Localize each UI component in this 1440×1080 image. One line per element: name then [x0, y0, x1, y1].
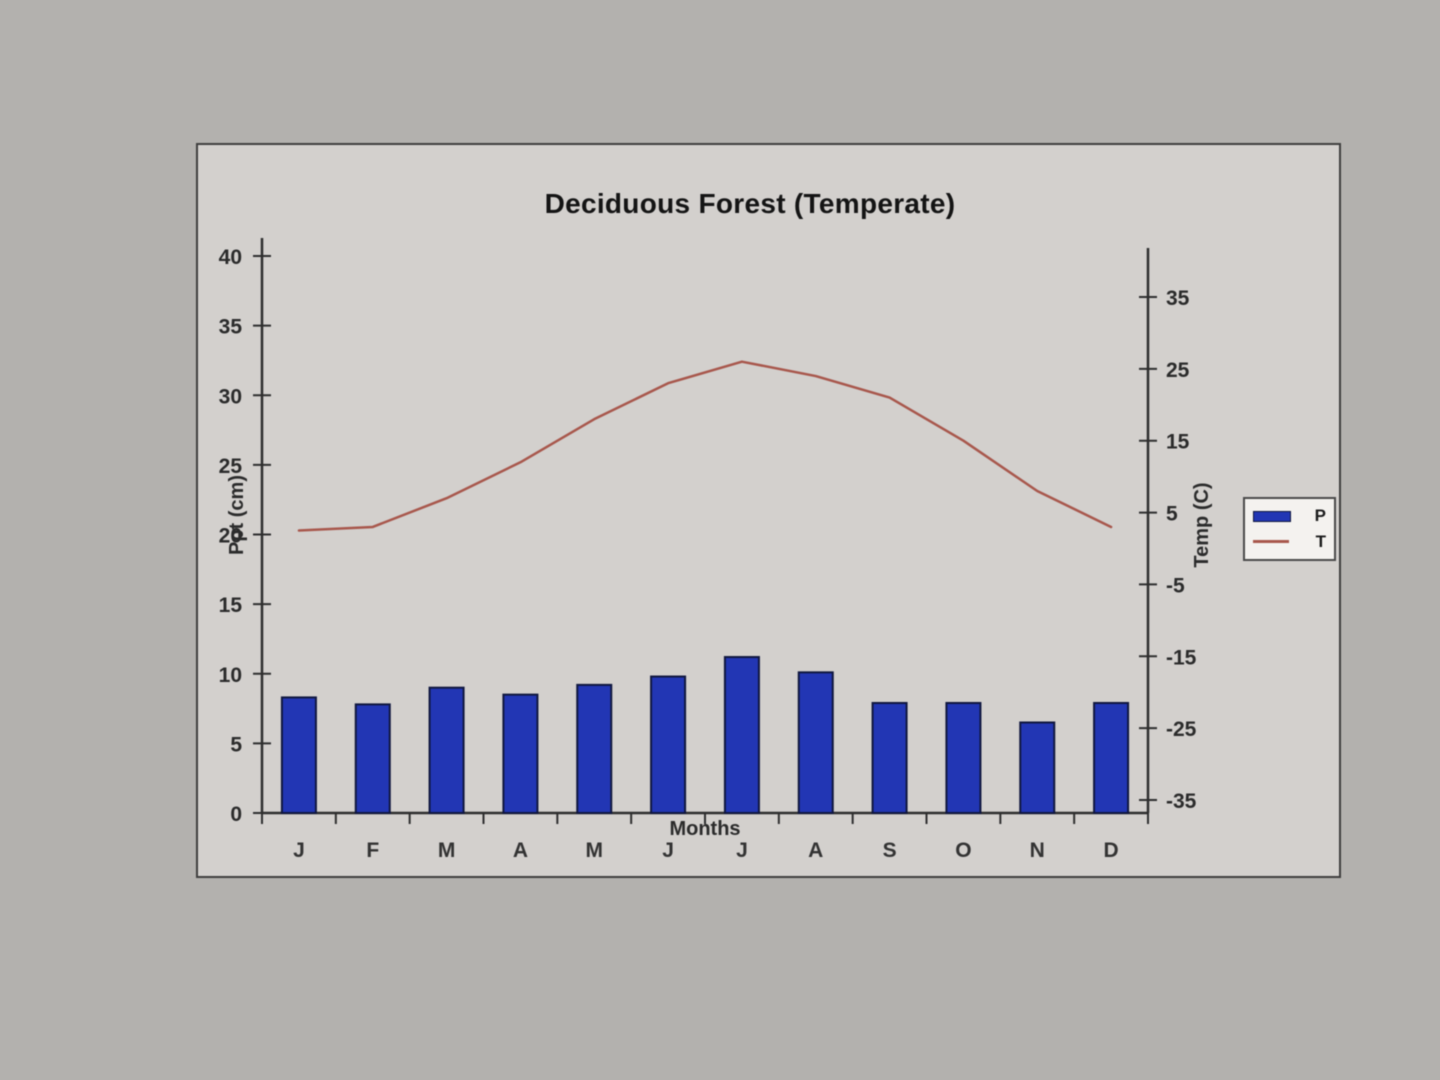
legend-temp-line-swatch — [1253, 540, 1289, 544]
legend: P T — [1243, 497, 1336, 561]
right-axis-tick-label: -15 — [1166, 646, 1197, 669]
x-axis-title: Months — [669, 818, 741, 840]
left-axis-tick-label: 30 — [219, 385, 242, 408]
month-label: M — [438, 839, 456, 862]
temp-line — [297, 360, 1113, 532]
precip-bar-0-J — [280, 696, 317, 814]
left-axis-tick-label: 35 — [219, 316, 243, 339]
right-axis-tick-label: -35 — [1166, 790, 1197, 813]
precip-bar-8-S — [871, 701, 908, 814]
precip-bar-4-M — [576, 683, 613, 815]
month-label: J — [662, 839, 674, 862]
right-axis-tick-label: 5 — [1166, 503, 1178, 526]
left-axis-tick-label: 15 — [219, 594, 243, 617]
right-axis-tick-label: 15 — [1166, 431, 1190, 454]
left-axis-tick-label: 25 — [219, 455, 243, 478]
month-label: A — [513, 839, 528, 862]
precip-bar-9-O — [945, 701, 982, 814]
month-label: F — [366, 839, 379, 862]
month-label: N — [1030, 839, 1045, 862]
left-axis-tick-label: 5 — [230, 733, 242, 756]
left-axis-title: Ppt (cm) — [226, 475, 248, 555]
precip-bar-5-J — [650, 675, 687, 814]
legend-temp-label: T — [1315, 531, 1326, 551]
left-axis-tick-label: 40 — [219, 246, 242, 269]
precip-bar-10-N — [1019, 721, 1056, 814]
precip-bar-2-M — [428, 686, 465, 814]
month-label: J — [736, 839, 748, 862]
right-axis-tick-label: -5 — [1166, 574, 1185, 597]
precip-bar-11-D — [1093, 701, 1130, 814]
legend-entry-temp: T — [1253, 532, 1326, 552]
precip-bar-1-F — [354, 703, 391, 815]
month-label: M — [586, 839, 604, 862]
month-label: D — [1103, 839, 1118, 862]
right-axis-tick-label: -25 — [1166, 718, 1197, 741]
precip-bar-6-J — [723, 656, 760, 814]
legend-precip-label: P — [1314, 506, 1326, 526]
left-axis-tick-label: 10 — [219, 664, 242, 687]
legend-entry-precip: P — [1253, 506, 1326, 526]
precip-bar-7-A — [797, 671, 834, 814]
month-label: O — [955, 839, 971, 862]
legend-precip-bar-swatch — [1253, 510, 1291, 522]
right-axis-tick-label: 35 — [1166, 287, 1190, 310]
month-label: A — [808, 839, 823, 862]
month-label: S — [883, 839, 897, 862]
month-label: J — [293, 839, 305, 862]
right-axis-title: Temp (C) — [1191, 482, 1213, 568]
chart-title: Deciduous Forest (Temperate) — [544, 188, 956, 219]
left-axis-tick-label: 20 — [219, 525, 242, 548]
right-axis-tick-label: 25 — [1166, 359, 1190, 382]
precip-bar-3-A — [502, 693, 539, 815]
left-axis-tick-label: 0 — [230, 803, 242, 826]
